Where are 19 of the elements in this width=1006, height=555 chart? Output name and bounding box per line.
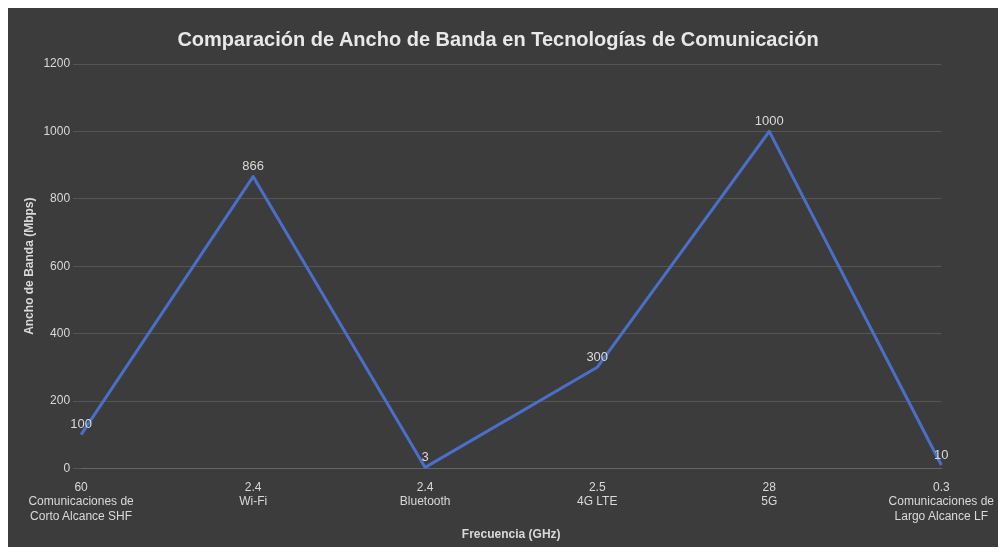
data-label: 1000	[754, 112, 784, 128]
y-tick-label: 800	[50, 191, 71, 206]
chart-title: Comparación de Ancho de Banda en Tecnologías de Comunicación	[177, 27, 819, 50]
x-tick-label: 60 Comunicaciones de Corto Alcance SHF	[28, 479, 135, 523]
x-axis-title: Frecuencia (GHz)	[461, 527, 561, 542]
y-tick-label: 400	[50, 325, 71, 340]
data-label: 866	[242, 158, 264, 174]
y-axis-title: Ancho de Banda (Mbps)	[21, 197, 36, 335]
x-tick-label: 2.5 4G LTE	[576, 479, 618, 509]
y-tick-label: 0	[63, 460, 71, 475]
x-tick-label: 2.4 Wi-Fi	[239, 479, 268, 509]
x-tick-label: 0.3 Comunicaciones de Largo Alcance LF	[888, 479, 995, 523]
x-tick-label: 28 5G	[761, 479, 778, 509]
y-tick-label: 600	[50, 258, 71, 273]
y-tick-label: 1200	[43, 56, 71, 71]
x-tick-label: 2.4 Bluetooth	[399, 479, 451, 509]
data-label: 3	[421, 448, 429, 464]
y-tick-label: 1000	[43, 123, 71, 138]
y-tick-label: 200	[50, 393, 71, 408]
